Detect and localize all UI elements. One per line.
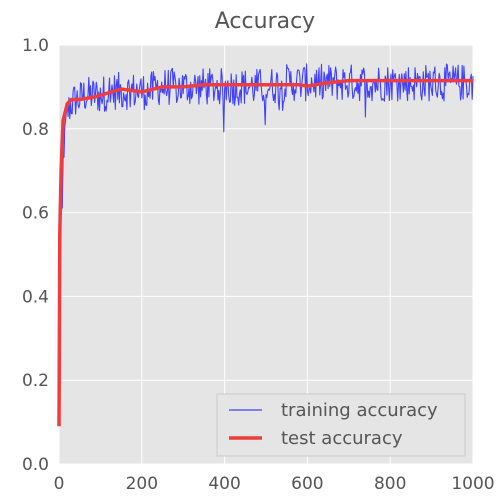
legend-label-test: test accuracy <box>281 428 403 449</box>
y-tick-label: 1.0 <box>22 36 49 56</box>
y-tick-label: 0.8 <box>22 120 49 140</box>
x-tick-label: 800 <box>374 474 406 494</box>
test-accuracy-line <box>57 78 473 427</box>
x-tick-label: 200 <box>126 474 158 494</box>
chart-title: Accuracy <box>215 9 315 34</box>
y-tick-label: 0.4 <box>22 287 49 307</box>
x-tick-label: 600 <box>291 474 323 494</box>
series-layer <box>57 63 474 427</box>
tick-labels: 0 200 400 600 800 1000 0.0 0.2 0.4 0.6 0.8 1.0 <box>22 36 495 494</box>
y-tick-label: 0.0 <box>22 455 49 475</box>
y-tick-label: 0.6 <box>22 204 49 224</box>
y-tick-label: 0.2 <box>22 371 49 391</box>
legend: training accuracy test accuracy <box>216 393 466 457</box>
x-tick-label: 1000 <box>451 474 494 494</box>
legend-label-training: training accuracy <box>281 400 438 421</box>
x-tick-label: 400 <box>208 474 240 494</box>
x-tick-label: 0 <box>54 474 65 494</box>
legend-box <box>216 393 466 457</box>
